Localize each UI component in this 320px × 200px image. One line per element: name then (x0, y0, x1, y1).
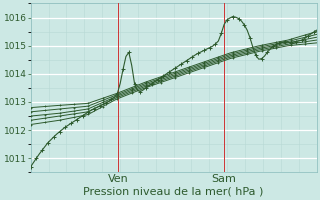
X-axis label: Pression niveau de la mer( hPa ): Pression niveau de la mer( hPa ) (84, 187, 264, 197)
